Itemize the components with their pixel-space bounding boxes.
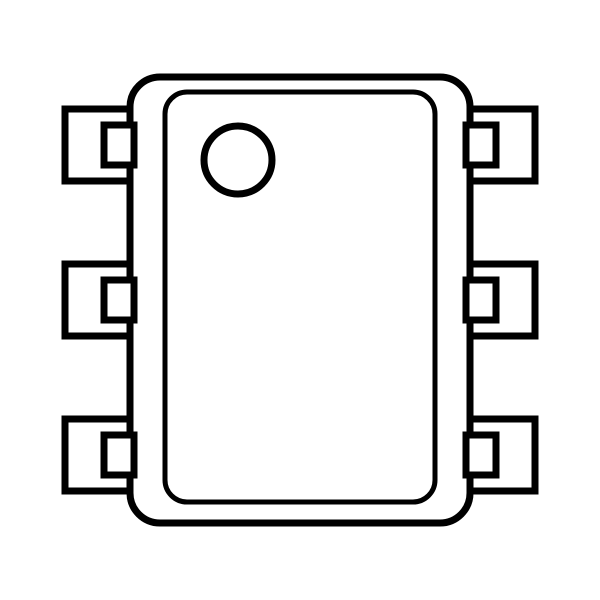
pin-left-3-step bbox=[104, 435, 134, 475]
pin-right-2-step bbox=[466, 280, 496, 320]
pin-left-2-step bbox=[104, 280, 134, 320]
pin-right-3-step bbox=[466, 435, 496, 475]
pin-right-1-step bbox=[466, 125, 496, 165]
ic-package-diagram bbox=[0, 0, 600, 600]
pin-left-1-step bbox=[104, 125, 134, 165]
pin1-marker-icon bbox=[204, 126, 272, 194]
